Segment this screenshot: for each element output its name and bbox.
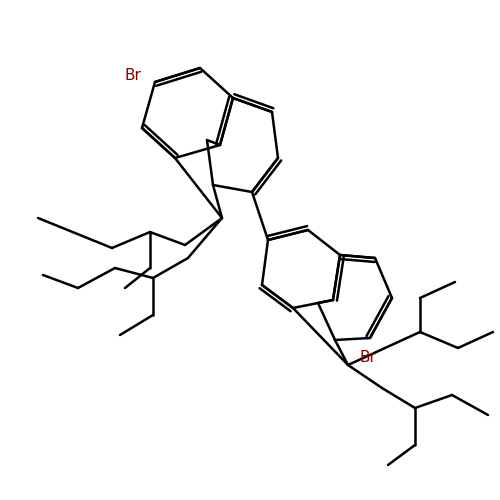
Text: Br: Br: [124, 68, 142, 82]
Text: Br: Br: [360, 350, 376, 366]
